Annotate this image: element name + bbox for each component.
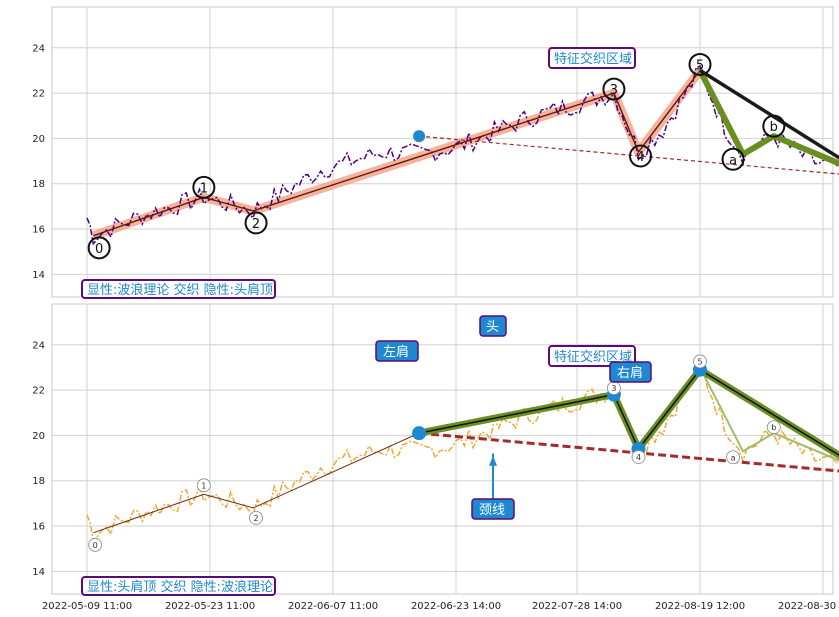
bottom-caption: 显性:头肩顶 交织 隐性:波浪理论 — [87, 579, 273, 595]
y-tick-label: 18 — [32, 179, 45, 190]
y-tick-label: 16 — [32, 522, 45, 533]
x-tick-label: 2022-06-23 14:00 — [411, 601, 501, 612]
wave-label-small-1: 1 — [201, 481, 206, 490]
wave-label-circle-small — [196, 478, 211, 493]
wave-label-circle — [602, 77, 626, 101]
wave-label-small-3: 3 — [611, 384, 616, 393]
left-shoulder-label-box: 左肩 — [375, 340, 419, 362]
wave-label-small-5: 5 — [697, 357, 702, 366]
wave-label-circle — [762, 114, 786, 138]
wave-label-0: 0 — [95, 242, 103, 257]
pivot-node — [413, 130, 426, 143]
head-label-box: 头 — [479, 315, 507, 337]
impulse-wave-line — [92, 69, 701, 237]
wave-label-circle-small — [631, 450, 646, 464]
top-caption-box: 显性:波浪理论 交织 隐性:头肩顶 — [81, 279, 276, 299]
x-tick-labels: 2022-05-09 11:00 2022-05-23 11:00 2022-06-… — [42, 601, 839, 612]
corrective-wave-green — [697, 69, 839, 167]
bottom-caption-box: 显性:头肩顶 交织 隐性:波浪理论 — [81, 576, 276, 596]
head-label: 头 — [486, 320, 499, 335]
neckline-top — [419, 135, 839, 175]
wave-label-circle — [688, 52, 712, 76]
neckline-bottom — [418, 431, 839, 473]
wave-label-small-2: 2 — [254, 514, 259, 523]
y-tick-label: 24 — [32, 340, 45, 351]
pattern-node — [412, 426, 427, 441]
y-tick-label: 22 — [32, 89, 45, 100]
wave-line-thin — [93, 432, 420, 534]
bottom-chart-marks: 012345abc — [86, 354, 839, 552]
wave-label-2: 2 — [252, 217, 260, 232]
wave-label-circle-small — [726, 450, 740, 465]
neckline-label: 颈线 — [479, 503, 505, 518]
top-caption: 显性:波浪理论 交织 隐性:头肩顶 — [87, 282, 273, 298]
top-chart-marks: 012345abc — [86, 52, 839, 260]
x-tick-label: 2022-08-19 12:00 — [655, 601, 745, 612]
bottom-region-label-box: 特征交织区域 — [548, 345, 636, 367]
y-tick-label: 20 — [32, 431, 45, 442]
bottom-y-tick-labels: 14 16 18 20 22 24 — [32, 340, 45, 578]
top-region-label: 特征交织区域 — [554, 51, 632, 67]
x-tick-label: 2022-06-07 11:00 — [288, 601, 378, 612]
bottom-region-label: 特征交织区域 — [554, 349, 632, 365]
wave-label-circle — [244, 211, 268, 235]
wave-label-circle-small — [693, 354, 707, 369]
wave-label-circle-small — [249, 511, 263, 525]
right-shoulder-label: 右肩 — [617, 365, 643, 381]
corrective-sub-legs — [699, 366, 839, 462]
x-tick-label: 2022-05-23 11:00 — [165, 601, 255, 612]
y-tick-label: 14 — [32, 270, 45, 281]
y-tick-label: 24 — [32, 43, 45, 54]
wave-label-circle — [192, 175, 216, 199]
wave-label-3: 3 — [610, 83, 618, 98]
wave-label-5: 5 — [696, 58, 704, 73]
wave-label-circle — [87, 236, 111, 260]
wave-label-small-0: 0 — [93, 541, 98, 550]
top-grid — [52, 7, 833, 297]
wave-label-a: a — [729, 153, 737, 168]
x-tick-label: 2022-05-09 11:00 — [42, 601, 132, 612]
wave-label-small-a: a — [731, 453, 736, 462]
top-y-tick-labels: 14 16 18 20 22 24 — [32, 43, 45, 281]
wave-label-4: 4 — [636, 150, 644, 165]
x-tick-label: 2022-07-28 14:00 — [532, 601, 622, 612]
wave-label-b: b — [770, 120, 778, 135]
y-tick-label: 14 — [32, 567, 45, 578]
y-tick-label: 16 — [32, 225, 45, 236]
right-shoulder-label-box: 右肩 — [609, 361, 652, 383]
neckline-label-box: 颈线 — [471, 498, 515, 520]
y-tick-label: 18 — [32, 476, 45, 487]
wave-label-circle — [721, 147, 745, 171]
neckline-arrow-head — [489, 455, 497, 466]
wave-label-circle-small — [88, 537, 103, 552]
wave-label-circle-small — [766, 420, 781, 435]
x-tick-label: 2022-08-30 10:00 — [778, 601, 839, 612]
wave-label-small-4: 4 — [636, 453, 641, 462]
top-region-label-box: 特征交织区域 — [548, 47, 636, 69]
y-tick-label: 20 — [32, 134, 45, 145]
wave-label-circle — [629, 144, 652, 168]
y-tick-label: 22 — [32, 386, 45, 397]
wave-label-1: 1 — [200, 181, 208, 196]
left-shoulder-label: 左肩 — [383, 344, 409, 360]
wave-label-small-b: b — [771, 423, 776, 432]
